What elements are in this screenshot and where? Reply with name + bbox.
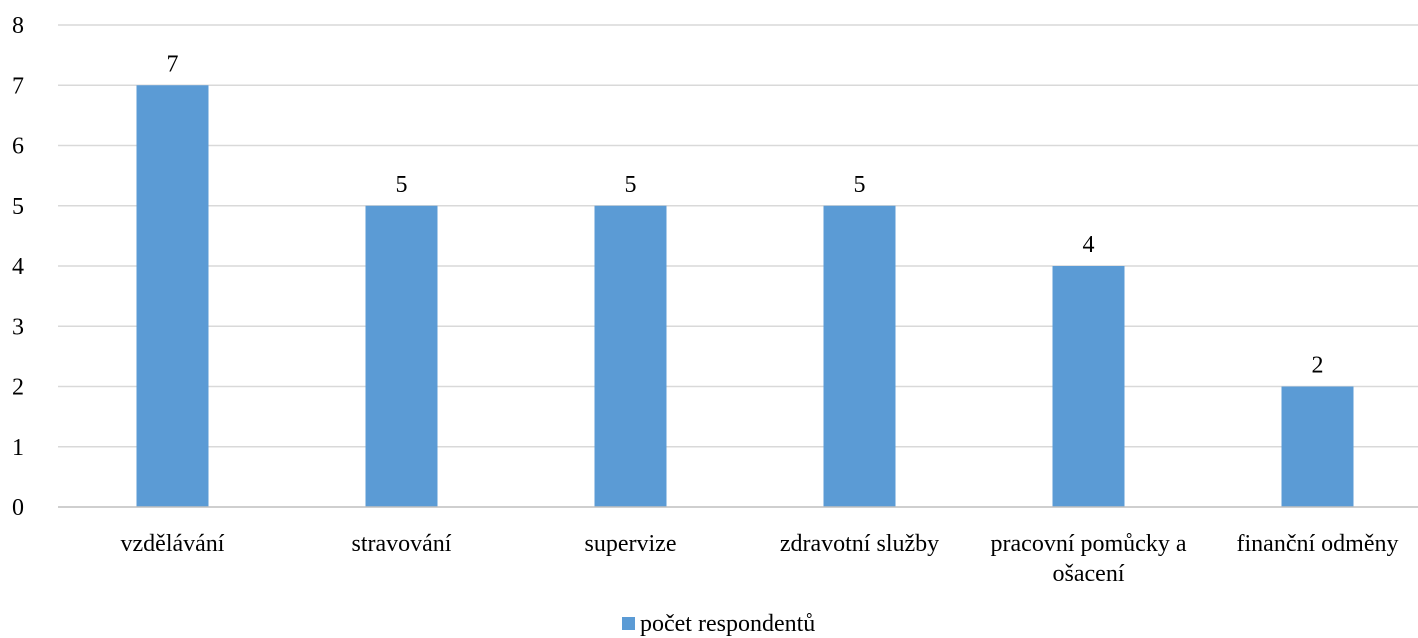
- data-label: 7: [167, 51, 179, 77]
- legend-swatch: [622, 617, 635, 630]
- bar: [594, 205, 667, 507]
- bar: [1281, 386, 1354, 507]
- category-label: ošacení: [1053, 561, 1125, 587]
- y-tick-label: 5: [12, 194, 24, 220]
- y-tick-label: 4: [12, 254, 24, 280]
- legend-label: počet respondentů: [640, 611, 815, 637]
- data-label: 5: [625, 172, 637, 198]
- y-tick-label: 0: [12, 495, 24, 521]
- data-label: 4: [1083, 232, 1095, 258]
- category-label: finanční odměny: [1237, 531, 1399, 557]
- category-label: supervize: [585, 531, 677, 557]
- data-label: 5: [396, 172, 408, 198]
- bar: [823, 205, 896, 507]
- category-label: zdravotní služby: [780, 531, 939, 557]
- category-label: stravování: [352, 531, 452, 557]
- category-label: pracovní pomůcky a: [991, 531, 1187, 557]
- gridlines: [58, 24, 1418, 448]
- category-labels: vzdělávání stravování supervize zdravotní s…: [121, 531, 1399, 587]
- bar: [365, 205, 438, 507]
- data-labels: 7 5 5 5 4 2: [167, 51, 1324, 378]
- legend: počet respondentů: [622, 611, 815, 637]
- bar: [1052, 266, 1125, 507]
- bar: [136, 85, 209, 507]
- y-tick-label: 6: [12, 134, 24, 160]
- y-tick-label: 8: [12, 13, 24, 39]
- y-axis-ticks: 0 1 2 3 4 5 6 7 8: [12, 13, 24, 521]
- data-label: 5: [854, 172, 866, 198]
- y-tick-label: 7: [12, 73, 24, 99]
- data-label: 2: [1312, 353, 1324, 379]
- bars: [136, 85, 1354, 507]
- y-tick-label: 1: [12, 435, 24, 461]
- category-label: vzdělávání: [121, 531, 225, 557]
- y-tick-label: 2: [12, 375, 24, 401]
- y-tick-label: 3: [12, 314, 24, 340]
